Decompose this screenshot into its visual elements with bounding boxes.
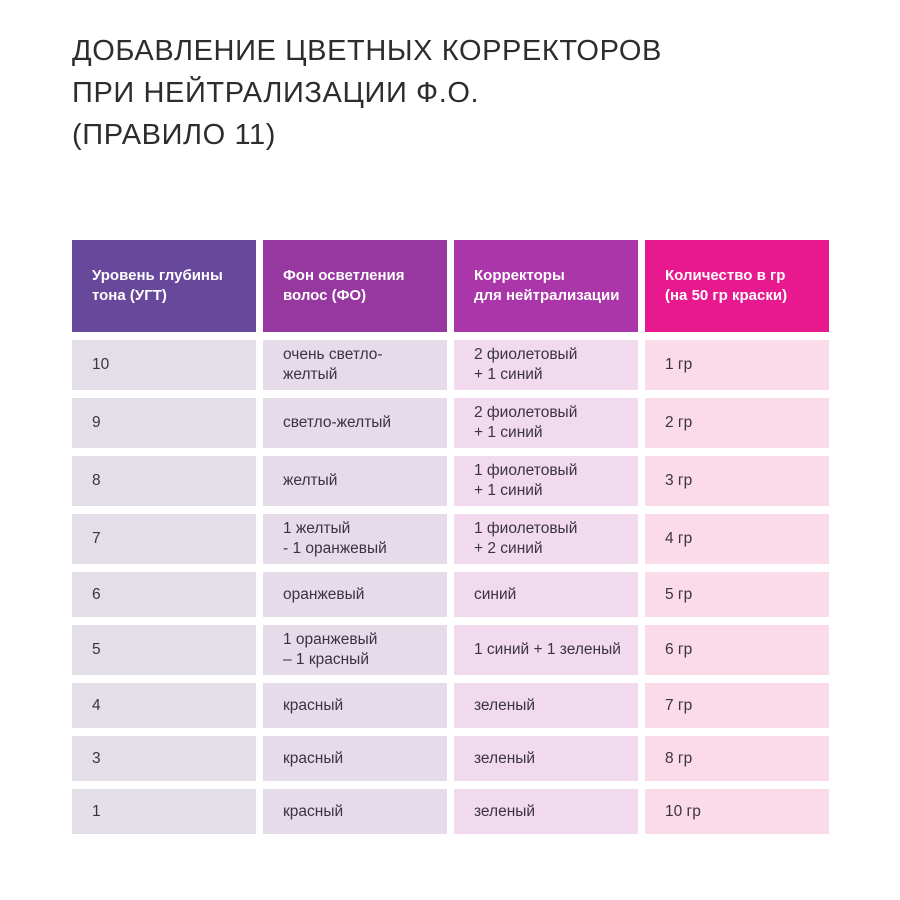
- cell-amount: 8 гр: [645, 736, 829, 781]
- cell-amount: 3 гр: [645, 456, 829, 506]
- cell-fo: красный: [263, 789, 447, 834]
- cell-amount: 7 гр: [645, 683, 829, 728]
- cell-amount: 2 гр: [645, 398, 829, 448]
- cell-ugt: 8: [72, 456, 256, 506]
- cell-corrector: 1 фиолетовый + 2 синий: [454, 514, 638, 564]
- cell-fo: 1 желтый - 1 оранжевый: [263, 514, 447, 564]
- cell-amount: 5 гр: [645, 572, 829, 617]
- cell-fo: желтый: [263, 456, 447, 506]
- cell-amount: 10 гр: [645, 789, 829, 834]
- cell-fo: очень светло-желтый: [263, 340, 447, 390]
- header-correctors: Корректоры для нейтрализации: [454, 240, 638, 332]
- cell-corrector: 1 синий + 1 зеленый: [454, 625, 638, 675]
- cell-corrector: зеленый: [454, 683, 638, 728]
- header-fo: Фон осветления волос (ФО): [263, 240, 447, 332]
- cell-amount: 4 гр: [645, 514, 829, 564]
- cell-corrector: 1 фиолетовый + 1 синий: [454, 456, 638, 506]
- header-amount: Количество в гр (на 50 гр краски): [645, 240, 829, 332]
- cell-ugt: 1: [72, 789, 256, 834]
- cell-ugt: 6: [72, 572, 256, 617]
- cell-ugt: 4: [72, 683, 256, 728]
- cell-ugt: 7: [72, 514, 256, 564]
- cell-corrector: 2 фиолетовый + 1 синий: [454, 398, 638, 448]
- cell-corrector: зеленый: [454, 736, 638, 781]
- page-title: ДОБАВЛЕНИЕ ЦВЕТНЫХ КОРРЕКТОРОВ ПРИ НЕЙТР…: [72, 35, 662, 151]
- cell-corrector: зеленый: [454, 789, 638, 834]
- cell-ugt: 10: [72, 340, 256, 390]
- cell-corrector: синий: [454, 572, 638, 617]
- cell-corrector: 2 фиолетовый + 1 синий: [454, 340, 638, 390]
- correctors-table: Уровень глубины тона (УГТ) Фон осветлени…: [72, 240, 829, 834]
- cell-ugt: 5: [72, 625, 256, 675]
- cell-fo: светло-желтый: [263, 398, 447, 448]
- header-ugt: Уровень глубины тона (УГТ): [72, 240, 256, 332]
- cell-ugt: 9: [72, 398, 256, 448]
- cell-fo: 1 оранжевый – 1 красный: [263, 625, 447, 675]
- cell-ugt: 3: [72, 736, 256, 781]
- cell-amount: 6 гр: [645, 625, 829, 675]
- cell-fo: красный: [263, 736, 447, 781]
- cell-amount: 1 гр: [645, 340, 829, 390]
- cell-fo: красный: [263, 683, 447, 728]
- cell-fo: оранжевый: [263, 572, 447, 617]
